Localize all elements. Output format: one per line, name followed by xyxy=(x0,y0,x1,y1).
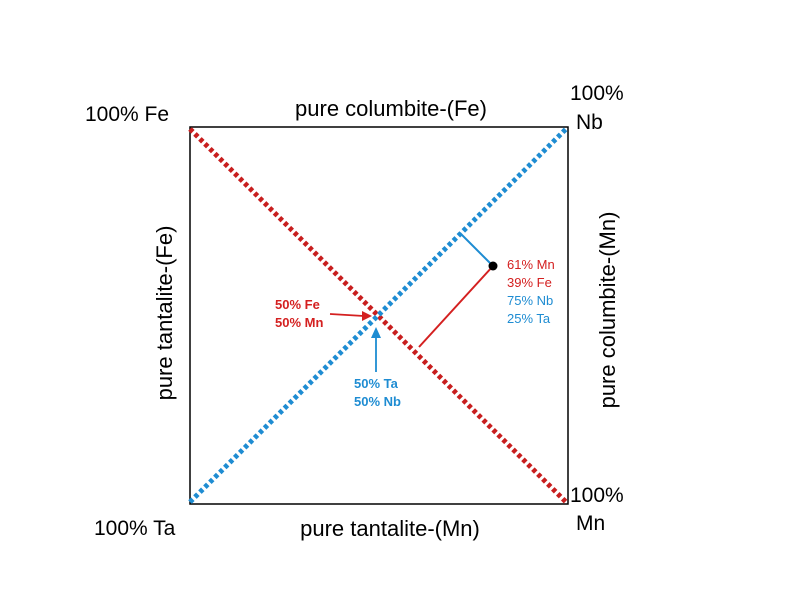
center-ta-label: 50% Ta xyxy=(354,376,399,391)
fe-mn-diagonal xyxy=(188,127,568,504)
center-fe-label: 50% Fe xyxy=(275,297,320,312)
corner-bottom-left-label: 100% Ta xyxy=(94,517,176,540)
corner-bottom-right-percent: 100% xyxy=(570,484,624,507)
right-edge-label: pure columbite-(Mn) xyxy=(595,212,620,409)
sample-mn-label: 61% Mn xyxy=(507,257,555,272)
bottom-edge-label: pure tantalite-(Mn) xyxy=(300,516,480,541)
corner-top-right-percent: 100% xyxy=(570,82,624,105)
sample-nb-label: 75% Nb xyxy=(507,293,553,308)
top-edge-label: pure columbite-(Fe) xyxy=(295,96,487,121)
corner-top-right-element: Nb xyxy=(576,111,603,134)
center-mn-label: 50% Mn xyxy=(275,315,323,330)
sample-nb-leader-line xyxy=(459,232,494,267)
sample-fe-label: 39% Fe xyxy=(507,275,552,290)
corner-top-left-label: 100% Fe xyxy=(85,103,169,126)
sample-mn-leader-line xyxy=(418,265,494,348)
composition-square xyxy=(189,126,569,505)
left-edge-label: pure tantalite-(Fe) xyxy=(152,226,177,401)
sample-point xyxy=(488,261,498,271)
sample-ta-label: 25% Ta xyxy=(507,311,551,326)
ta-nb-diagonal xyxy=(188,127,568,504)
center-ta-nb-arrowhead xyxy=(371,327,381,338)
center-fe-mn-arrowhead xyxy=(362,311,372,321)
center-nb-label: 50% Nb xyxy=(354,394,401,409)
corner-bottom-right-element: Mn xyxy=(576,512,605,535)
center-fe-mn-arrow xyxy=(329,313,365,317)
